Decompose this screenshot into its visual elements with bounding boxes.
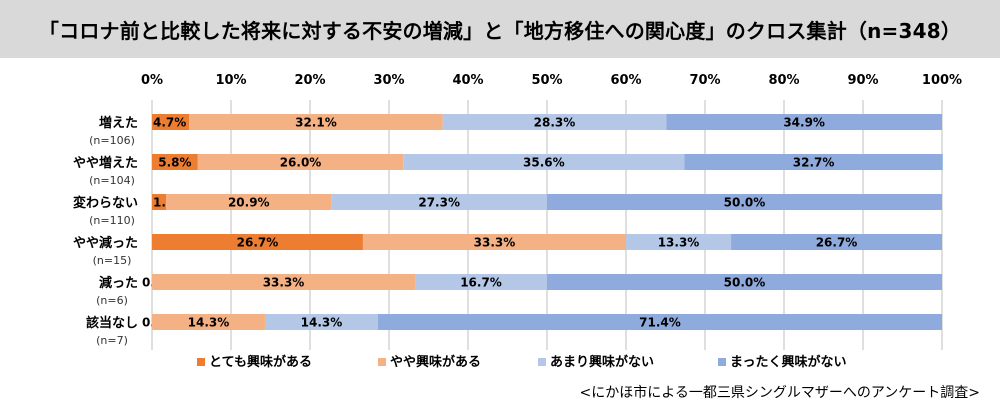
data-label: 28.3% — [534, 116, 576, 130]
category-label: 変わらない — [73, 195, 138, 211]
bar-segment — [152, 314, 265, 330]
bar-segment — [152, 194, 167, 210]
x-tick-label: 60% — [610, 73, 641, 88]
data-label: 5.8% — [158, 156, 191, 170]
legend-label: とても興味がある — [209, 354, 312, 370]
bar-segment — [362, 234, 626, 250]
category-label: 減った — [99, 275, 138, 291]
data-label: 13.3% — [658, 236, 700, 250]
data-label: 14.3% — [188, 316, 230, 330]
x-tick-label: 0% — [141, 73, 163, 88]
bar-segment — [547, 274, 942, 290]
data-label: 27.3% — [418, 196, 460, 210]
x-tick-label: 80% — [768, 73, 799, 88]
data-label: 20.9% — [228, 196, 270, 210]
data-label: 35.6% — [523, 156, 565, 170]
x-tick-label: 40% — [452, 73, 483, 88]
bar-segment — [152, 114, 190, 130]
bar-segment — [152, 234, 363, 250]
bar-segment — [377, 314, 942, 330]
data-label: 14.3% — [301, 316, 343, 330]
data-label: 34.9% — [783, 116, 825, 130]
x-tick-label: 50% — [531, 73, 562, 88]
bar-segment — [731, 234, 942, 250]
bar-segment — [166, 194, 332, 210]
bar-segment — [331, 194, 547, 210]
chart-title-band: 「コロナ前と比較した将来に対する不安の増減」と「地方移住への関心度」のクロス集計… — [0, 0, 1000, 58]
bar-segment — [547, 194, 942, 210]
x-tick-label: 20% — [294, 73, 325, 88]
data-label: 26.7% — [237, 236, 279, 250]
data-label: 50.0% — [724, 196, 766, 210]
category-n-label: (n=104) — [89, 174, 135, 187]
data-label: 33.3% — [474, 236, 516, 250]
data-label: 4.7% — [153, 116, 186, 130]
category-label: 増えた — [99, 115, 138, 131]
data-label: 32.1% — [295, 116, 337, 130]
legend-swatch — [197, 358, 205, 366]
category-n-label: (n=106) — [89, 134, 135, 147]
bar-segment — [442, 114, 667, 130]
legend-label: やや興味がある — [390, 354, 481, 370]
bar-segment — [415, 274, 547, 290]
x-tick-label: 30% — [373, 73, 404, 88]
legend-swatch — [718, 358, 726, 366]
category-n-label: (n=7) — [96, 334, 128, 347]
legend-swatch — [538, 358, 546, 366]
x-tick-label: 90% — [847, 73, 878, 88]
bar-segment — [403, 154, 685, 170]
data-label: 26.0% — [280, 156, 322, 170]
data-label: 32.7% — [793, 156, 835, 170]
x-tick-label: 70% — [689, 73, 720, 88]
data-label: 71.4% — [639, 316, 681, 330]
data-label: 16.7% — [460, 276, 502, 290]
category-label: 該当なし — [86, 315, 138, 331]
source-note: <にかほ市による一都三県シングルマザーへのアンケート調査> — [579, 385, 980, 401]
x-tick-label: 100% — [922, 73, 962, 88]
bar-segment — [684, 154, 943, 170]
data-label: 33.3% — [263, 276, 305, 290]
category-label: やや減った — [73, 235, 138, 251]
legend-swatch — [378, 358, 386, 366]
bar-segment — [264, 314, 378, 330]
bar-segment — [189, 114, 443, 130]
bar-segment — [666, 114, 942, 130]
category-n-label: (n=15) — [93, 254, 132, 267]
chart-title: 「コロナ前と比較した将来に対する不安の増減」と「地方移住への関心度」のクロス集計… — [38, 18, 962, 43]
category-label: やや増えた — [73, 155, 138, 171]
bar-segment — [152, 154, 198, 170]
legend-label: まったく興味がない — [730, 354, 846, 370]
x-tick-label: 10% — [215, 73, 246, 88]
category-n-label: (n=6) — [96, 294, 128, 307]
bar-segment — [152, 274, 416, 290]
bar-segment — [626, 234, 732, 250]
data-label: 26.7% — [816, 236, 858, 250]
category-n-label: (n=110) — [89, 214, 135, 227]
legend-label: あまり興味がない — [550, 354, 654, 370]
data-label: 50.0% — [724, 276, 766, 290]
bar-segment — [197, 154, 404, 170]
